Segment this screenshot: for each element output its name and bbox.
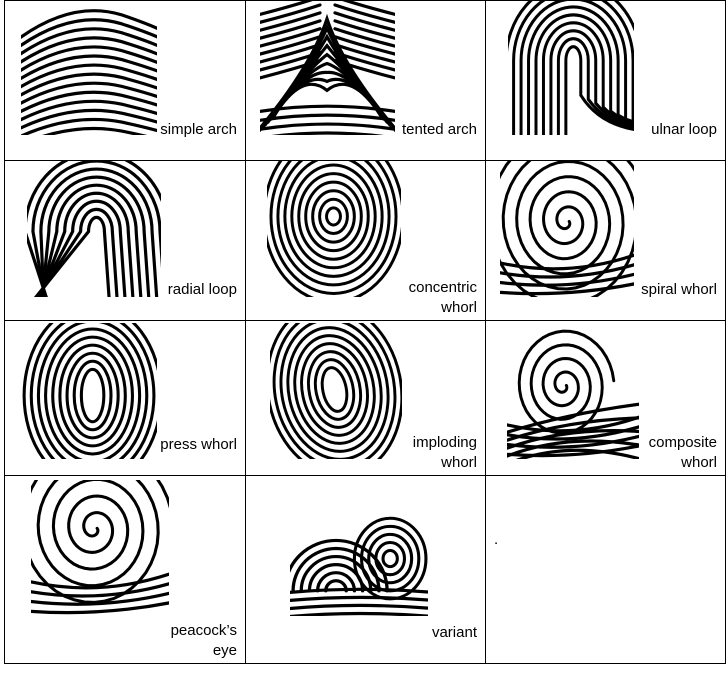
composite-ridges	[507, 329, 639, 459]
press-whorl-label: press whorl	[160, 435, 237, 455]
cell-press-whorl: press whorl	[4, 320, 246, 476]
cell-ulnar-loop: ulnar loop	[485, 0, 726, 161]
press-ridges	[22, 323, 157, 459]
peacocks-eye-label: peacock’s eye	[170, 621, 237, 661]
simple-arch-label: simple arch	[160, 120, 237, 140]
imploding-whorl-label: imploding whorl	[412, 433, 477, 473]
tented-arch-image	[260, 1, 395, 135]
press-whorl-image	[19, 323, 157, 459]
peacock-ridges	[31, 480, 169, 615]
tented-ridges	[260, 1, 395, 135]
cell-peacocks-eye: peacock’s eye	[4, 475, 246, 664]
variant-label: variant	[431, 623, 477, 643]
loop-right-ridges	[27, 161, 161, 297]
variant-image	[290, 480, 428, 616]
concentric-ridges	[267, 161, 401, 297]
arch-ridges	[21, 9, 157, 135]
cell-radial-loop: radial loop	[4, 160, 246, 321]
ulnar-loop-image	[508, 1, 634, 135]
simple-arch-image	[21, 1, 157, 135]
imploding-whorl-image	[270, 323, 402, 459]
cell-variant: variant	[245, 475, 486, 664]
tented-arch-label: tented arch	[401, 120, 477, 140]
spiral-whorl-image	[500, 161, 634, 297]
cell-tented-arch: tented arch	[245, 0, 486, 161]
spiral-whorl-label: spiral whorl	[641, 280, 717, 300]
cell-composite-whorl: composite whorl	[485, 320, 726, 476]
dot-mark: .	[494, 531, 499, 548]
cell-spiral-whorl: spiral whorl	[485, 160, 726, 321]
loop-left-ridges	[508, 1, 634, 135]
variant-ridges	[290, 516, 428, 616]
peacocks-eye-image	[31, 480, 169, 616]
radial-loop-image	[27, 161, 161, 297]
cell-imploding-whorl: imploding whorl	[245, 320, 486, 476]
cell-concentric-whorl: concentric whorl	[245, 160, 486, 321]
spiral-ridges	[500, 161, 634, 297]
fingerprint-pattern-table: simple arch tented arch ulnar loop radia…	[4, 0, 726, 664]
cell-simple-arch: simple arch	[4, 0, 246, 161]
composite-whorl-image	[507, 323, 639, 459]
radial-loop-label: radial loop	[167, 280, 237, 300]
composite-whorl-label: composite whorl	[648, 433, 717, 473]
cell-empty: .	[485, 475, 726, 664]
imploding-ridges	[270, 323, 402, 459]
concentric-whorl-label: concentric whorl	[408, 278, 477, 318]
concentric-whorl-image	[267, 161, 401, 297]
ulnar-loop-label: ulnar loop	[651, 120, 717, 140]
